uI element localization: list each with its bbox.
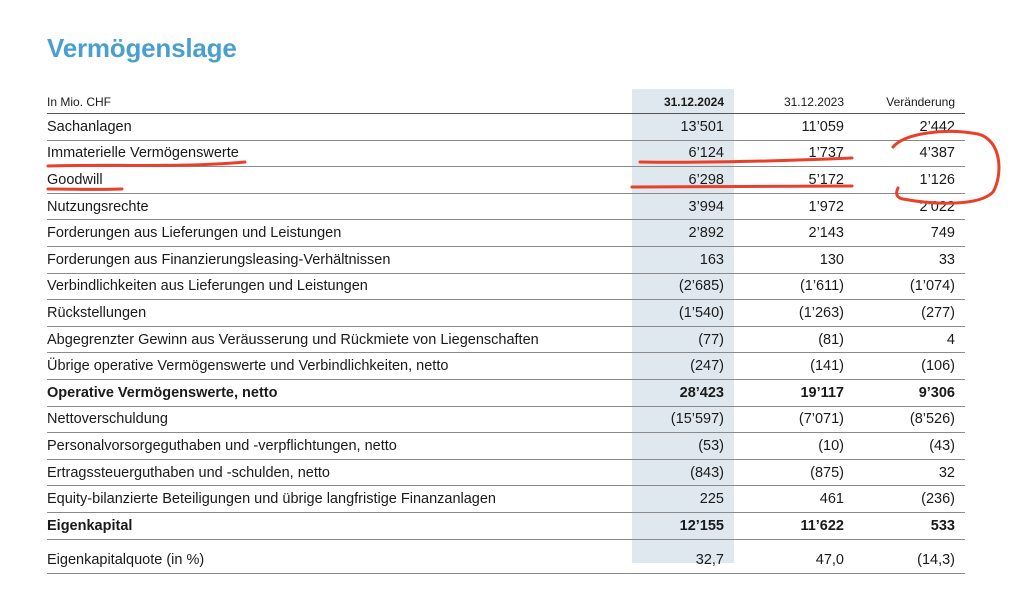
table-row: Personalvorsorgeguthaben und -verpflicht…	[47, 432, 965, 460]
value-2024: 6’124	[632, 140, 734, 168]
value-2023: 5’172	[734, 166, 854, 194]
value-2024: 32,7	[632, 547, 734, 575]
value-2023: 47,0	[734, 547, 854, 575]
value-change: (236)	[854, 485, 965, 513]
value-2024: 163	[632, 246, 734, 274]
table-row: Nutzungsrechte 3’994 1’972 2’022	[47, 193, 965, 221]
value-2023: (141)	[734, 352, 854, 380]
spacer-cell	[47, 539, 632, 548]
row-label: Goodwill	[47, 166, 632, 194]
value-change: 2’442	[854, 113, 965, 141]
table-row: Ertragssteuerguthaben und -schulden, net…	[47, 459, 965, 487]
value-2023: 461	[734, 485, 854, 513]
value-2024: (53)	[632, 432, 734, 460]
balance-sheet-table: In Mio. CHF 31.12.2024 31.12.2023 Veränd…	[47, 91, 965, 575]
value-2023: 130	[734, 246, 854, 274]
row-label: Eigenkapitalquote (in %)	[47, 547, 632, 575]
value-2024: (77)	[632, 326, 734, 354]
row-label: Operative Vermögenswerte, netto	[47, 379, 632, 407]
value-2024: 2’892	[632, 219, 734, 247]
value-change: (277)	[854, 299, 965, 327]
row-label: Equity-bilanzierte Beteiligungen und übr…	[47, 485, 632, 513]
header-2024: 31.12.2024	[632, 91, 734, 114]
page-title: Vermögenslage	[47, 33, 237, 63]
header-2023: 31.12.2023	[734, 91, 854, 114]
table-row: Verbindlichkeiten aus Lieferungen und Le…	[47, 273, 965, 301]
value-2023: 11’622	[734, 512, 854, 540]
value-change: 4	[854, 326, 965, 354]
row-label: Abgegrenzter Gewinn aus Veräusserung und…	[47, 326, 632, 354]
value-change: (106)	[854, 352, 965, 380]
table-row: Forderungen aus Lieferungen und Leistung…	[47, 219, 965, 247]
spacer-row	[47, 539, 965, 548]
value-2024: 3’994	[632, 193, 734, 221]
row-label: Übrige operative Vermögenswerte und Verb…	[47, 352, 632, 380]
spacer-cell	[632, 539, 734, 548]
value-change: (8’526)	[854, 406, 965, 434]
value-change: 533	[854, 512, 965, 540]
value-change: 4’387	[854, 140, 965, 168]
value-2024: (1’540)	[632, 299, 734, 327]
table-row: Goodwill 6’298 5’172 1’126	[47, 166, 965, 194]
value-2023: (7’071)	[734, 406, 854, 434]
table-row: Operative Vermögenswerte, netto 28’423 19’…	[47, 379, 965, 407]
row-label: Rückstellungen	[47, 299, 632, 327]
spacer-cell	[734, 539, 854, 548]
value-2023: 11’059	[734, 113, 854, 141]
footer-row: Eigenkapitalquote (in %) 32,7 47,0 (14,3)	[47, 547, 965, 575]
value-2024: (2’685)	[632, 273, 734, 301]
value-change: 749	[854, 219, 965, 247]
table-row: Abgegrenzter Gewinn aus Veräusserung und…	[47, 326, 965, 354]
value-2024: (15’597)	[632, 406, 734, 434]
value-2023: (875)	[734, 459, 854, 487]
value-2023: 1’972	[734, 193, 854, 221]
table-row: Equity-bilanzierte Beteiligungen und übr…	[47, 485, 965, 513]
value-2023: (1’611)	[734, 273, 854, 301]
value-2024: 13’501	[632, 113, 734, 141]
table-row: Eigenkapital 12’155 11’622 533	[47, 512, 965, 540]
value-change: 9’306	[854, 379, 965, 407]
value-2024: 28’423	[632, 379, 734, 407]
value-change: 2’022	[854, 193, 965, 221]
row-label: Forderungen aus Finanzierungsleasing-Ver…	[47, 246, 632, 274]
row-label: Forderungen aus Lieferungen und Leistung…	[47, 219, 632, 247]
header-unit: In Mio. CHF	[47, 91, 632, 114]
spacer-cell	[854, 539, 965, 548]
value-2023: 1’737	[734, 140, 854, 168]
value-change: 32	[854, 459, 965, 487]
row-label: Sachanlagen	[47, 113, 632, 141]
value-change: 33	[854, 246, 965, 274]
row-label: Verbindlichkeiten aus Lieferungen und Le…	[47, 273, 632, 301]
table-header-row: In Mio. CHF 31.12.2024 31.12.2023 Veränd…	[47, 91, 965, 114]
table-row: Sachanlagen 13’501 11’059 2’442	[47, 113, 965, 141]
value-change: (43)	[854, 432, 965, 460]
value-2024: (843)	[632, 459, 734, 487]
table-row: Immaterielle Vermögenswerte 6’124 1’737 4’3…	[47, 140, 965, 168]
row-label: Nettoverschuldung	[47, 406, 632, 434]
value-change: 1’126	[854, 166, 965, 194]
row-label: Personalvorsorgeguthaben und -verpflicht…	[47, 432, 632, 460]
row-label: Ertragssteuerguthaben und -schulden, net…	[47, 459, 632, 487]
value-2023: 2’143	[734, 219, 854, 247]
row-label: Eigenkapital	[47, 512, 632, 540]
table-row: Forderungen aus Finanzierungsleasing-Ver…	[47, 246, 965, 274]
value-2024: 225	[632, 485, 734, 513]
table-row: Nettoverschuldung (15’597) (7’071) (8’526)	[47, 406, 965, 434]
value-2023: (1’263)	[734, 299, 854, 327]
value-change: (1’074)	[854, 273, 965, 301]
header-change: Veränderung	[854, 91, 965, 114]
row-label: Nutzungsrechte	[47, 193, 632, 221]
value-change: (14,3)	[854, 547, 965, 575]
value-2024: (247)	[632, 352, 734, 380]
row-label: Immaterielle Vermögenswerte	[47, 140, 632, 168]
table-row: Rückstellungen (1’540) (1’263) (277)	[47, 299, 965, 327]
value-2024: 12’155	[632, 512, 734, 540]
value-2024: 6’298	[632, 166, 734, 194]
value-2023: (10)	[734, 432, 854, 460]
value-2023: 19’117	[734, 379, 854, 407]
table-row: Übrige operative Vermögenswerte und Verb…	[47, 352, 965, 380]
value-2023: (81)	[734, 326, 854, 354]
